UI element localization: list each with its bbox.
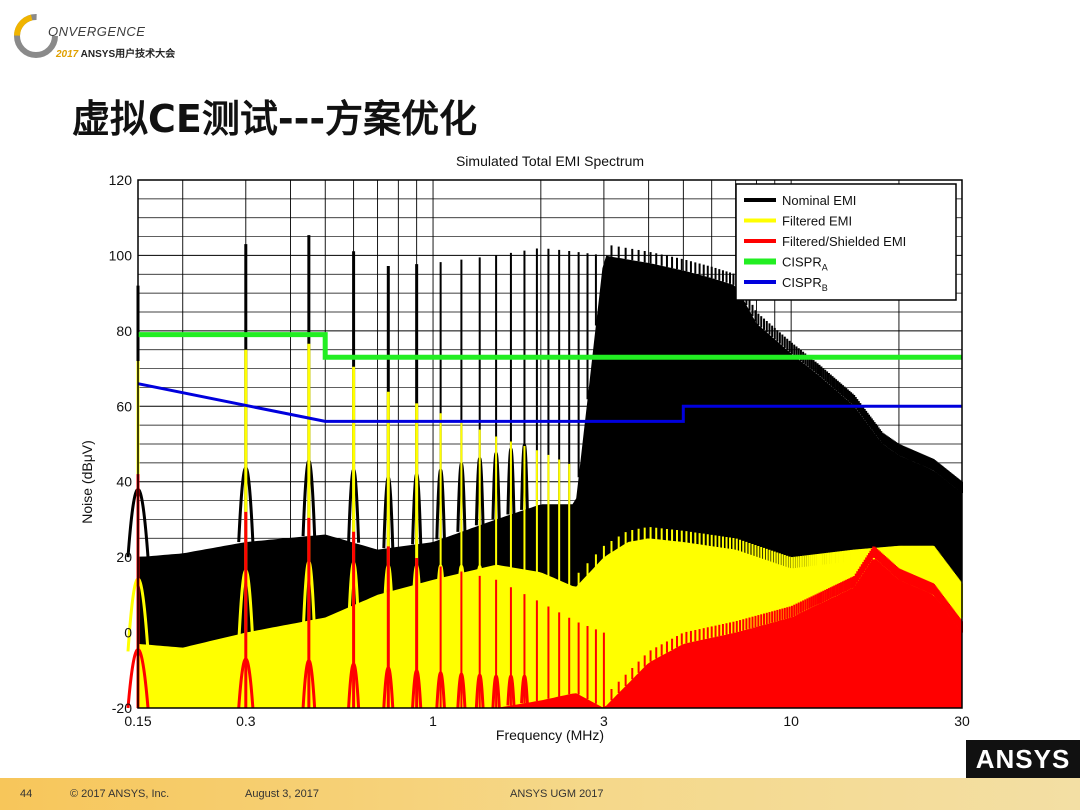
footer-bar (0, 778, 1080, 810)
emi-spectrum-chart: Simulated Total EMI Spectrum -20 0 20 40 60 8… (60, 148, 990, 758)
page-number: 44 (20, 788, 33, 800)
series-shielded-resonance (506, 674, 516, 706)
legend-label-cispr_a: CISPRA (782, 255, 828, 273)
emi-spectrum-svg: Simulated Total EMI Spectrum -20 0 20 40 60 8… (79, 153, 970, 743)
logo-subtitle: 2017 ANSYS用户技术大会 (56, 45, 175, 60)
series-shielded-resonance (520, 674, 529, 704)
series-shielded-resonance (456, 672, 467, 709)
series-filtered-resonance (491, 565, 501, 610)
x-tick-label: 30 (954, 713, 970, 729)
y-axis-label: Noise (dBμV) (79, 440, 95, 524)
legend-label-shielded: Filtered/Shielded EMI (782, 234, 906, 249)
series-cispr_a-line (138, 332, 962, 360)
y-tick-label: 40 (116, 474, 132, 490)
chart-axes: -20 0 20 40 60 80 100 120 0.15 0.3 1 3 10 30 (109, 172, 970, 729)
x-tick-label: 1 (429, 713, 437, 729)
series-layer (126, 235, 963, 709)
series-filtered-resonance (474, 564, 485, 612)
legend-label-cispr_b: CISPRB (782, 275, 828, 293)
series-shielded-resonance (435, 671, 446, 709)
series-shielded-resonance (301, 658, 317, 709)
x-tick-label: 0.15 (124, 713, 151, 729)
series-nominal-resonance (520, 443, 529, 510)
y-tick-label: 120 (109, 172, 133, 188)
series-shielded-floor (138, 559, 962, 708)
y-tick-label: 100 (109, 247, 133, 263)
x-tick-label: 0.3 (236, 713, 256, 729)
x-tick-label: 3 (600, 713, 608, 729)
convergence-logo: ONVERGENCE 2017 ANSYS用户技术大会 (8, 8, 208, 68)
x-axis-label: Frequency (MHz) (496, 727, 604, 743)
series-shielded-resonance (347, 662, 361, 709)
series-shielded-resonance (382, 666, 395, 709)
series-shielded-resonance (411, 669, 423, 709)
y-tick-label: 80 (116, 323, 132, 339)
series-filtered-resonance (506, 567, 516, 612)
copyright: © 2017 ANSYS, Inc. (70, 788, 170, 800)
legend-label-filtered: Filtered EMI (782, 214, 852, 229)
y-tick-label: 60 (116, 398, 132, 414)
ansys-logo: ANSYS (966, 740, 1080, 778)
plot-frame (137, 179, 963, 709)
series-shielded-resonance (474, 673, 485, 709)
series-shielded-resonance (237, 657, 255, 709)
y-tick-label: 20 (116, 549, 132, 565)
footer-date: August 3, 2017 (245, 788, 320, 800)
series-cispr_b-line (137, 382, 962, 423)
y-tick-label: -20 (112, 700, 132, 716)
chart-title: Simulated Total EMI Spectrum (456, 153, 644, 169)
x-tick-label: 10 (783, 713, 799, 729)
logo-event-name: ANSYS用户技术大会 (80, 49, 176, 60)
chart-legend: Nominal EMI Filtered EMI Filtered/Shielded… (735, 183, 957, 301)
legend-label-nominal: Nominal EMI (782, 193, 856, 208)
logo-text: ONVERGENCE (48, 24, 146, 39)
series-filtered-resonance (456, 564, 467, 615)
footer-event: ANSYS UGM 2017 (510, 788, 604, 800)
logo-year: 2017 (56, 49, 79, 60)
series-filtered-resonance (435, 564, 446, 617)
convergence-ring-icon (14, 14, 58, 58)
series-shielded-resonance (491, 674, 501, 709)
slide-title: 虚拟CE测试---方案优化 (72, 97, 478, 141)
series-filtered-resonance (520, 569, 529, 613)
y-tick-label: 0 (124, 625, 132, 641)
